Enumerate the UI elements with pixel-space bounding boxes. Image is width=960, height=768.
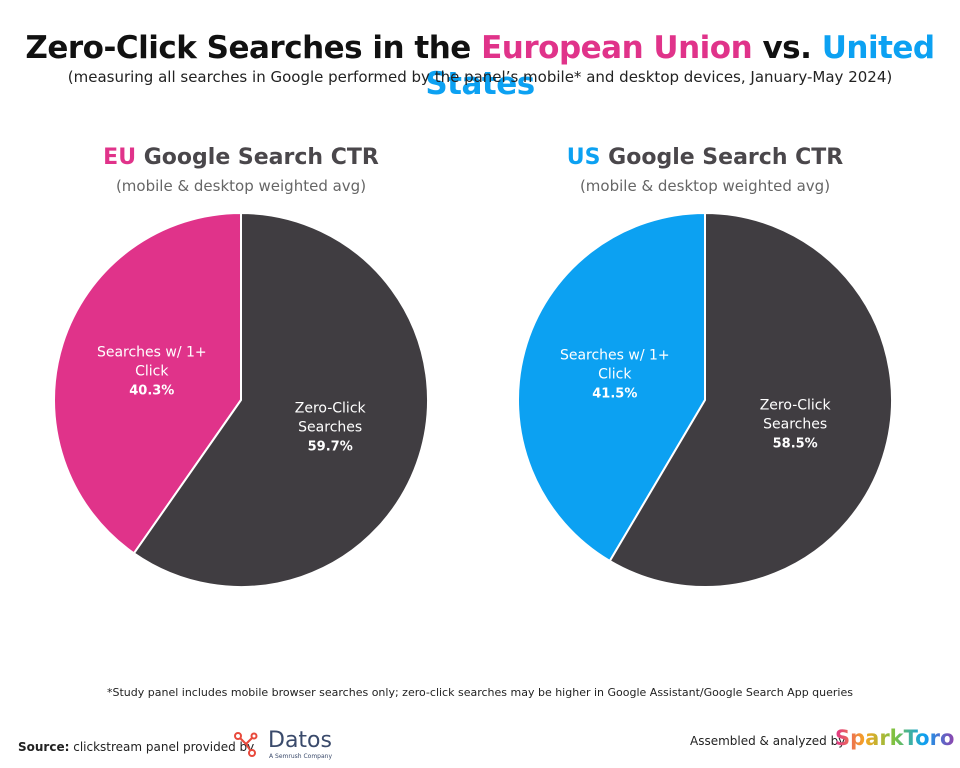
pie-title: US Google Search CTR [505,145,905,170]
slice-category: Searches w/ 1+ Click [96,344,207,380]
source-label: Source: [18,740,70,754]
pie-subtitle: (mobile & desktop weighted avg) [579,177,831,195]
pie-title-text: Google Search CTR [608,145,844,170]
slice-category: Searches w/ 1+ Click [559,347,670,383]
sparktoro-logo: SparkToro [835,726,955,750]
title-part: United States [425,30,935,102]
slice-value-label: 58.5% [772,436,818,452]
slice-value-label: 59.7% [307,439,353,455]
datos-logo-text: Datos [268,728,332,753]
slice-label: Searches w/ 1+ Click 41.5% [560,347,670,404]
title-part: Zero-Click Searches in the [25,30,471,66]
pie-title-prefix: EU [103,145,137,170]
pie-charts [53,211,893,588]
pie-slice [608,211,893,588]
source: Source: clickstream panel provided by [18,740,254,754]
subtitle: (measuring all searches in Google perfor… [67,68,893,86]
slice-label: Zero-Click Searches 59.7% [275,400,385,457]
pie-slice [517,211,706,563]
title: Zero-Click Searches in the European Unio… [0,30,960,102]
slice-category: Zero-Click Searches [294,400,366,436]
slice-label: Zero-Click Searches 58.5% [740,396,850,453]
slice-value-label: 40.3% [129,383,175,399]
pie-slice [132,211,429,588]
credit: Assembled & analyzed by [690,734,846,748]
pie-title: EU Google Search CTR [41,145,441,170]
slice-label: Searches w/ 1+ Click 40.3% [97,343,207,400]
pie-title-prefix: US [566,145,601,170]
title-part: vs. [762,30,812,66]
datos-tagline: A Semrush Company [269,753,333,760]
slice-category: Zero-Click Searches [759,397,831,433]
title-part: European Union [481,30,753,66]
datos-logo [234,732,258,757]
pie-title-text: Google Search CTR [143,145,379,170]
pie-slice [53,211,242,555]
source-text: clickstream panel provided by [73,740,255,754]
slice-value-label: 41.5% [592,386,638,402]
pie-subtitle: (mobile & desktop weighted avg) [115,177,367,195]
footnote: *Study panel includes mobile browser sea… [107,686,853,699]
